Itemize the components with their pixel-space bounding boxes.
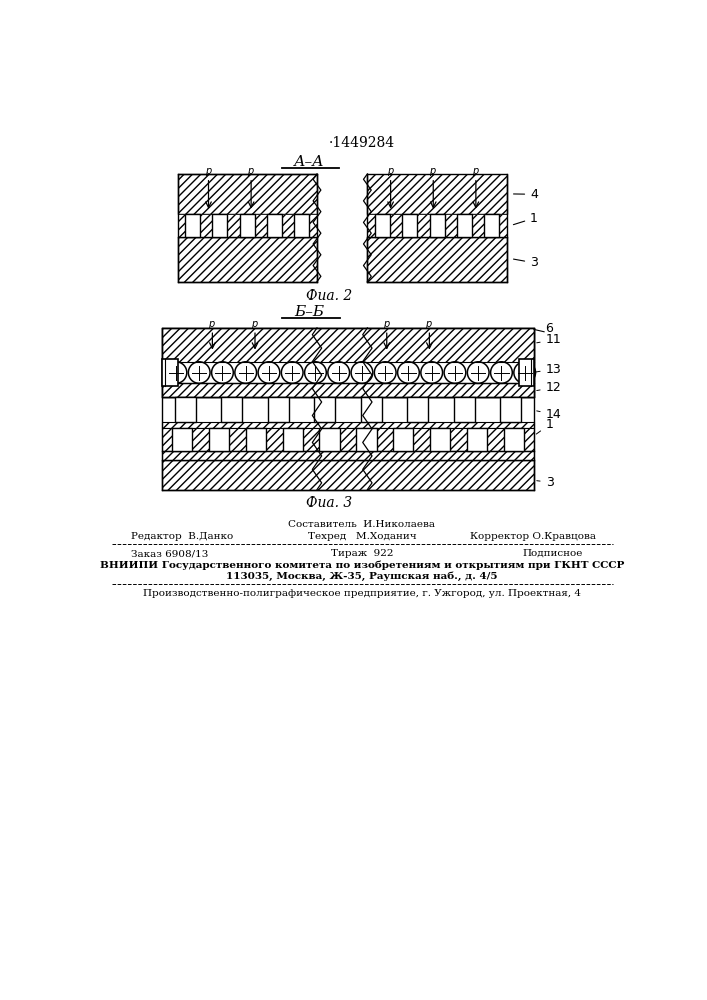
Bar: [484, 214, 499, 237]
Bar: [467, 428, 487, 451]
Bar: [315, 397, 335, 422]
Text: р: р: [383, 319, 389, 329]
Text: А–А: А–А: [294, 155, 325, 169]
Text: Тираж  922: Тираж 922: [331, 549, 393, 558]
Text: Редактор  В.Данко: Редактор В.Данко: [131, 532, 233, 541]
Bar: [283, 428, 303, 451]
Text: р: р: [204, 166, 211, 176]
Bar: [501, 397, 521, 422]
Text: ВНИИПИ Государственного комитета по изобретениям и открытиям при ГКНТ СССР: ВНИИПИ Государственного комитета по изоб…: [100, 560, 624, 570]
Text: 113035, Москва, Ж-35, Раушская наб., д. 4/5: 113035, Москва, Ж-35, Раушская наб., д. …: [226, 571, 498, 581]
Bar: [294, 214, 309, 237]
Bar: [240, 214, 255, 237]
Text: 11: 11: [537, 333, 561, 346]
Text: 6: 6: [546, 322, 554, 335]
Text: Составитель  И.Николаева: Составитель И.Николаева: [288, 520, 436, 529]
Bar: [162, 355, 534, 383]
Text: Фиа. 3: Фиа. 3: [305, 496, 352, 510]
Bar: [454, 397, 474, 422]
Bar: [430, 214, 445, 237]
Bar: [245, 428, 266, 451]
Text: Фиа. 2: Фиа. 2: [305, 289, 352, 303]
Bar: [457, 214, 472, 237]
Bar: [368, 237, 507, 282]
Text: 1: 1: [513, 212, 538, 225]
Bar: [393, 428, 414, 451]
Text: р: р: [209, 319, 215, 329]
Text: 12: 12: [537, 381, 561, 394]
Bar: [162, 383, 534, 397]
Text: р: р: [247, 166, 254, 176]
Text: р: р: [429, 166, 436, 176]
Bar: [504, 428, 524, 451]
Text: 3: 3: [537, 476, 554, 489]
Bar: [267, 214, 282, 237]
Bar: [163, 362, 533, 383]
Bar: [518, 359, 534, 386]
Text: 13: 13: [535, 363, 561, 376]
Bar: [356, 428, 377, 451]
Text: Б–Б: Б–Б: [294, 306, 325, 320]
Bar: [177, 174, 317, 214]
Bar: [402, 214, 417, 237]
Text: Подписное: Подписное: [522, 549, 583, 558]
Bar: [185, 214, 200, 237]
Bar: [162, 428, 534, 451]
Text: 14: 14: [537, 408, 561, 421]
Bar: [177, 237, 317, 282]
Bar: [213, 214, 228, 237]
Bar: [209, 428, 229, 451]
Bar: [407, 397, 428, 422]
Bar: [162, 328, 534, 397]
Text: р: р: [251, 319, 257, 329]
Bar: [320, 428, 339, 451]
Text: 1: 1: [536, 418, 554, 434]
Text: Техред   М.Ходанич: Техред М.Ходанич: [308, 532, 416, 541]
Bar: [172, 428, 192, 451]
Bar: [162, 359, 177, 386]
Bar: [375, 214, 390, 237]
Text: Заказ 6908/13: Заказ 6908/13: [131, 549, 209, 558]
Bar: [221, 397, 243, 422]
Bar: [268, 397, 288, 422]
Bar: [177, 214, 317, 237]
Text: р: р: [387, 166, 393, 176]
Bar: [162, 460, 534, 490]
Bar: [361, 397, 382, 422]
Text: 4: 4: [513, 188, 538, 201]
Bar: [368, 174, 507, 214]
Bar: [162, 422, 534, 428]
Text: Корректор О.Кравцова: Корректор О.Кравцова: [470, 532, 596, 541]
Text: р: р: [426, 319, 432, 329]
Bar: [162, 328, 534, 355]
Bar: [162, 451, 534, 460]
Bar: [175, 397, 196, 422]
Bar: [368, 214, 507, 237]
Bar: [430, 428, 450, 451]
Text: Производственно-полиграфическое предприятие, г. Ужгород, ул. Проектная, 4: Производственно-полиграфическое предприя…: [143, 589, 581, 598]
Text: 3: 3: [513, 256, 538, 269]
Text: ·1449284: ·1449284: [329, 136, 395, 150]
Text: р: р: [472, 166, 478, 176]
